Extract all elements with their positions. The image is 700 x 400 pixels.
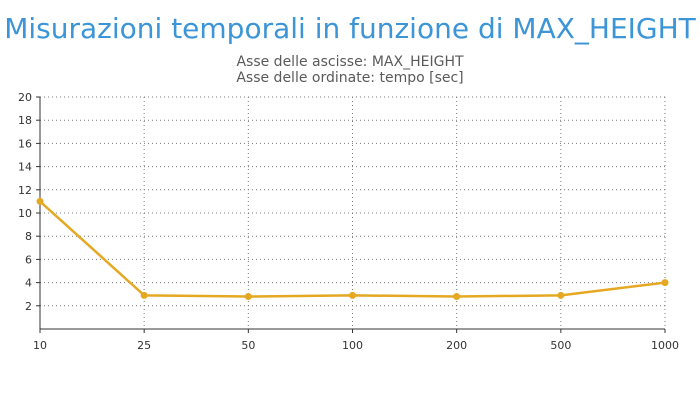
data-point[interactable] <box>661 279 669 287</box>
data-point[interactable] <box>140 291 148 299</box>
x-tick-label: 500 <box>550 339 571 352</box>
y-tick-label: 14 <box>18 161 32 174</box>
y-tick-label: 20 <box>18 91 32 104</box>
series-layer <box>36 197 669 301</box>
data-point[interactable] <box>244 293 252 301</box>
y-tick-label: 4 <box>25 277 32 290</box>
y-tick-label: 6 <box>25 253 32 266</box>
y-tick-label: 10 <box>18 207 32 220</box>
y-tick-label: 18 <box>18 114 32 127</box>
axes <box>36 96 666 333</box>
data-point[interactable] <box>349 291 356 299</box>
x-axis-tick-labels: 10 25 50 100 200 500 1000 <box>33 339 679 352</box>
chart-title: Misurazioni temporali in funzione di MAX… <box>4 12 696 45</box>
chart-subtitle-x-axis: Asse delle ascisse: MAX_HEIGHT <box>236 54 464 70</box>
chart-subtitle-y-axis: Asse delle ordinate: tempo [sec] <box>236 70 463 86</box>
y-tick-label: 8 <box>25 230 32 243</box>
x-tick-label: 25 <box>137 339 151 352</box>
x-tick-label: 1000 <box>651 339 679 352</box>
x-tick-label: 200 <box>446 339 467 352</box>
data-point[interactable] <box>453 293 461 301</box>
y-tick-label: 2 <box>25 300 32 313</box>
y-axis-tick-labels: 2 4 6 8 10 12 14 16 18 20 <box>18 91 32 313</box>
x-tick-label: 50 <box>241 339 255 352</box>
data-point[interactable] <box>36 197 44 205</box>
x-tick-label: 100 <box>342 339 363 352</box>
x-tick-label: 10 <box>33 339 47 352</box>
y-tick-label: 16 <box>18 137 32 150</box>
data-point[interactable] <box>557 291 565 299</box>
y-tick-label: 12 <box>18 184 32 197</box>
